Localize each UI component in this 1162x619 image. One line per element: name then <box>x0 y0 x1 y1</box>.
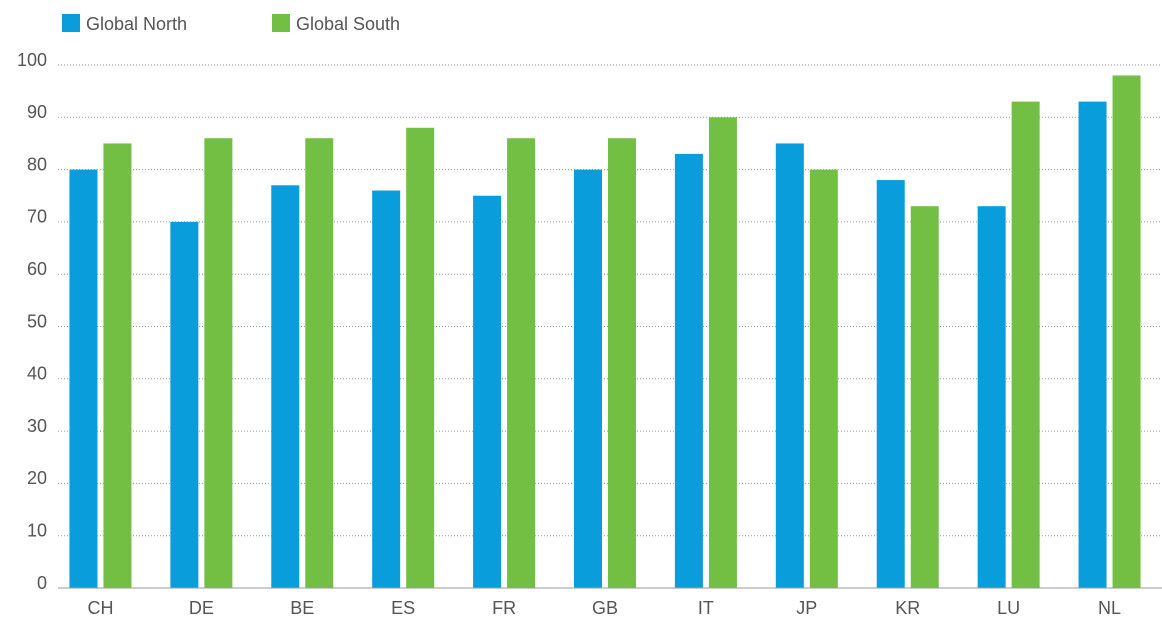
bar <box>1011 101 1040 589</box>
y-tick-label: 10 <box>27 520 47 540</box>
x-tick-label: NL <box>1098 598 1121 618</box>
x-tick-label: JP <box>796 598 817 618</box>
bar <box>103 143 132 588</box>
bar <box>507 138 536 588</box>
y-tick-label: 80 <box>27 154 47 174</box>
y-tick-label: 60 <box>27 259 47 279</box>
x-tick-label: GB <box>592 598 618 618</box>
bar <box>608 138 636 588</box>
y-tick-label: 100 <box>17 50 47 70</box>
y-tick-label: 20 <box>27 468 47 488</box>
bar <box>473 195 502 588</box>
legend-swatch <box>272 14 290 32</box>
bar <box>708 117 737 589</box>
bar <box>876 180 905 588</box>
bar <box>1078 101 1107 589</box>
bar <box>1112 75 1141 588</box>
x-tick-label: FR <box>492 598 516 618</box>
bar <box>69 169 98 588</box>
bar <box>170 221 199 588</box>
legend-swatch <box>62 14 80 32</box>
bar <box>775 143 804 588</box>
x-tick-label: IT <box>698 598 714 618</box>
bar <box>977 206 1006 588</box>
bar <box>271 185 300 589</box>
legend-label: Global North <box>86 14 187 34</box>
y-tick-label: 0 <box>37 573 47 593</box>
bar <box>574 169 602 588</box>
y-tick-label: 50 <box>27 311 47 331</box>
bar <box>406 127 435 588</box>
bar <box>204 138 233 588</box>
bar <box>372 190 401 588</box>
bar <box>305 138 334 588</box>
x-tick-label: ES <box>391 598 415 618</box>
bar <box>809 169 838 588</box>
x-tick-label: LU <box>997 598 1020 618</box>
bar <box>910 206 939 588</box>
y-tick-label: 90 <box>27 102 47 122</box>
y-tick-label: 70 <box>27 207 47 227</box>
y-tick-label: 40 <box>27 364 47 384</box>
x-tick-label: CH <box>87 598 113 618</box>
y-tick-label: 30 <box>27 416 47 436</box>
bar <box>674 153 703 588</box>
x-tick-label: KR <box>895 598 920 618</box>
x-tick-label: DE <box>189 598 214 618</box>
legend-label: Global South <box>296 14 400 34</box>
x-tick-label: BE <box>290 598 314 618</box>
